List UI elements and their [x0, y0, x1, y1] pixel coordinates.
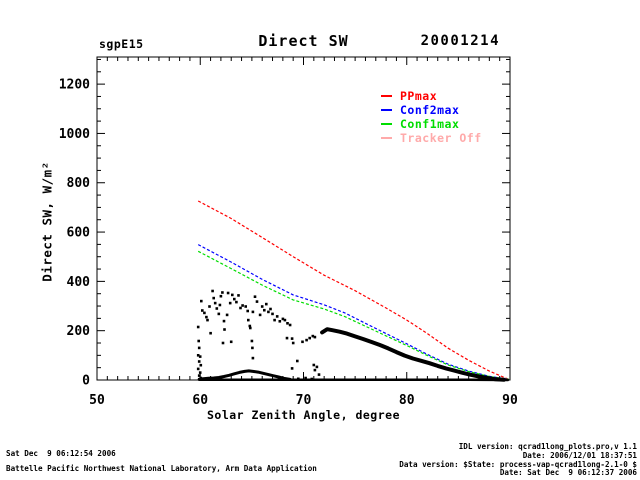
legend-item-conf2max: Conf2max	[381, 103, 482, 117]
page-title: Direct SW	[258, 32, 349, 50]
legend-item-conf1max: Conf1max	[381, 117, 482, 131]
legend-label: Tracker Off	[400, 131, 482, 145]
x-tick-labels: 50 60 70 80 90	[89, 393, 518, 408]
svg-text:90: 90	[502, 393, 518, 408]
svg-text:200: 200	[67, 324, 91, 339]
svg-text:80: 80	[399, 393, 415, 408]
legend-label: PPmax	[400, 89, 438, 103]
svg-text:0: 0	[82, 374, 90, 389]
version-info: IDL version: qcrad1long_plots.pro,v 1.1 …	[399, 442, 637, 478]
idl-date-line: Date: 2006/12/01 18:37:51	[522, 450, 637, 460]
series-measured-morning-bump	[197, 369, 292, 381]
legend-label: Conf1max	[400, 117, 460, 131]
legend-item-ppmax: PPmax	[381, 89, 482, 103]
y-tick-labels: 0 200 400 600 800 1000 1200	[59, 78, 90, 389]
x-axis-title: Solar Zenith Angle, degree	[206, 408, 400, 422]
legend-label: Conf2max	[400, 103, 460, 117]
date-label: 20001214	[420, 33, 500, 49]
svg-text:800: 800	[67, 176, 91, 191]
svg-text:1000: 1000	[59, 127, 90, 142]
svg-text:1200: 1200	[59, 78, 90, 93]
series-conf2max	[197, 244, 510, 380]
legend-line-sample	[381, 137, 392, 139]
y-axis-title: Direct SW, W/m²	[39, 161, 55, 282]
series-ppmax	[197, 200, 509, 380]
svg-text:400: 400	[67, 275, 91, 290]
legend: PPmax Conf2max Conf1max Tracker Off	[381, 89, 482, 145]
plot-timestamp: Sat Dec 9 06:12:54 2006	[6, 449, 116, 458]
series-measured-scatter	[196, 289, 321, 381]
svg-text:50: 50	[89, 393, 105, 408]
svg-text:70: 70	[296, 393, 312, 408]
series-conf1max	[197, 250, 510, 380]
legend-line-sample	[381, 109, 392, 111]
laboratory-credit: Battelle Pacific Northwest National Labo…	[6, 464, 317, 473]
data-date-line: Date: Sat Dec 9 06:12:37 2006	[499, 468, 637, 478]
legend-line-sample	[381, 123, 392, 125]
idl-version-line: IDL version: qcrad1long_plots.pro,v 1.1	[458, 442, 637, 451]
series-measured-direct-sw-band	[320, 327, 506, 382]
site-label: sgpE15	[99, 37, 144, 51]
axis-ticks	[96, 57, 511, 381]
data-version-line: Data version: $State: process-vap-qcrad1…	[399, 459, 637, 469]
svg-text:60: 60	[192, 393, 208, 408]
svg-text:600: 600	[67, 226, 91, 241]
legend-item-tracker-off: Tracker Off	[381, 131, 482, 145]
legend-line-sample	[381, 95, 392, 97]
